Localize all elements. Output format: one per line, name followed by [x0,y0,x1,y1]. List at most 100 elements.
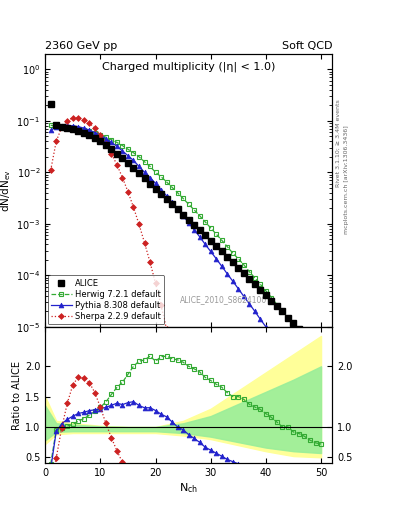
Herwig 7.2.1 default [297,328,301,334]
Herwig 7.2.1 default [308,343,312,349]
ALICE [214,243,219,249]
Herwig 7.2.1 default [70,125,75,132]
Herwig 7.2.1 default [258,281,263,287]
Herwig 7.2.1 default [54,123,59,130]
Herwig 7.2.1 default [159,174,163,180]
Pythia 8.308 default [280,347,285,353]
Text: 2360 GeV pp: 2360 GeV pp [45,41,118,51]
Pythia 8.308 default [81,125,86,131]
Sherpa 2.2.9 default [109,151,114,157]
Text: Charged multiplicity (|η| < 1.0): Charged multiplicity (|η| < 1.0) [102,62,275,73]
Pythia 8.308 default [286,355,290,361]
ALICE [65,125,70,131]
ALICE [126,160,130,166]
Herwig 7.2.1 default [225,244,230,250]
ALICE [286,315,290,321]
Herwig 7.2.1 default [247,268,252,274]
ALICE [236,265,241,271]
Herwig 7.2.1 default [264,288,268,294]
ALICE [280,308,285,314]
ALICE [120,155,125,161]
Herwig 7.2.1 default [208,225,213,231]
Sherpa 2.2.9 default [115,162,119,168]
ALICE [252,281,257,287]
Sherpa 2.2.9 default [76,115,81,121]
Pythia 8.308 default [297,369,301,375]
Sherpa 2.2.9 default [137,221,141,227]
Pythia 8.308 default [258,316,263,323]
ALICE [258,287,263,293]
Sherpa 2.2.9 default [131,204,136,210]
ALICE [54,122,59,129]
ALICE [219,248,224,254]
Pythia 8.308 default [54,124,59,130]
Sherpa 2.2.9 default [181,400,185,406]
Sherpa 2.2.9 default [148,259,152,265]
Sherpa 2.2.9 default [92,125,97,131]
Sherpa 2.2.9 default [142,240,147,246]
ALICE [137,170,141,176]
Pythia 8.308 default [164,193,169,199]
ALICE [203,232,208,238]
Herwig 7.2.1 default [59,124,64,130]
Herwig 7.2.1 default [175,190,180,196]
Herwig 7.2.1 default [269,294,274,301]
Herwig 7.2.1 default [280,308,285,314]
ALICE [275,303,279,309]
Pythia 8.308 default [103,136,108,142]
Sherpa 2.2.9 default [59,124,64,130]
Text: Rivet 3.1.10; ≥ 3.4M events: Rivet 3.1.10; ≥ 3.4M events [336,99,341,187]
Sherpa 2.2.9 default [98,132,103,138]
ALICE [87,132,92,138]
ALICE [76,128,81,134]
Line: Herwig 7.2.1 default: Herwig 7.2.1 default [48,123,323,362]
Herwig 7.2.1 default [142,159,147,165]
Text: ALICE_2010_S8624100: ALICE_2010_S8624100 [180,295,267,304]
Herwig 7.2.1 default [275,302,279,308]
Herwig 7.2.1 default [214,231,219,237]
ALICE [175,206,180,212]
ALICE [302,331,307,337]
Herwig 7.2.1 default [65,125,70,131]
Herwig 7.2.1 default [319,357,323,363]
Line: Sherpa 2.2.9 default: Sherpa 2.2.9 default [49,116,185,405]
Pythia 8.308 default [214,255,219,262]
Herwig 7.2.1 default [252,275,257,281]
Pythia 8.308 default [264,324,268,330]
Pythia 8.308 default [181,212,185,219]
Herwig 7.2.1 default [203,219,208,225]
Sherpa 2.2.9 default [175,375,180,381]
Herwig 7.2.1 default [153,169,158,176]
Sherpa 2.2.9 default [126,188,130,195]
Pythia 8.308 default [302,378,307,384]
Herwig 7.2.1 default [230,250,235,256]
Pythia 8.308 default [269,331,274,337]
Herwig 7.2.1 default [302,335,307,342]
ALICE [81,130,86,136]
Herwig 7.2.1 default [131,150,136,156]
Sherpa 2.2.9 default [54,138,59,144]
Herwig 7.2.1 default [291,322,296,328]
Sherpa 2.2.9 default [120,175,125,181]
Sherpa 2.2.9 default [159,303,163,309]
Herwig 7.2.1 default [186,201,191,207]
Herwig 7.2.1 default [164,179,169,185]
Pythia 8.308 default [115,143,119,150]
Herwig 7.2.1 default [236,255,241,262]
Pythia 8.308 default [148,175,152,181]
Herwig 7.2.1 default [120,142,125,148]
ALICE [103,142,108,148]
Herwig 7.2.1 default [98,132,103,138]
Line: Pythia 8.308 default: Pythia 8.308 default [48,123,323,407]
Legend: ALICE, Herwig 7.2.1 default, Pythia 8.308 default, Sherpa 2.2.9 default: ALICE, Herwig 7.2.1 default, Pythia 8.30… [48,275,164,324]
Pythia 8.308 default [98,132,103,138]
ALICE [48,101,53,107]
Sherpa 2.2.9 default [153,280,158,286]
Pythia 8.308 default [197,233,202,240]
Line: ALICE: ALICE [48,101,324,355]
ALICE [92,135,97,141]
Herwig 7.2.1 default [81,127,86,133]
Pythia 8.308 default [308,386,312,392]
Pythia 8.308 default [252,308,257,314]
ALICE [247,275,252,282]
